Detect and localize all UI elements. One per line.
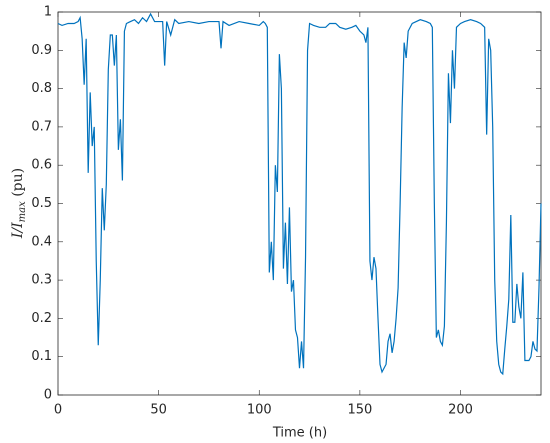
y-tick-label: 0.3 [31, 273, 52, 288]
x-tick-label: 200 [448, 403, 473, 418]
y-tick-label: 0.4 [31, 234, 52, 249]
y-label-unit: (pu) [10, 168, 26, 201]
y-tick-label: 1 [44, 5, 52, 20]
x-axis-label: Time (h) [272, 426, 327, 441]
y-tick-label: 0.9 [31, 43, 52, 58]
x-tick-label: 0 [54, 403, 62, 418]
y-tick-label: 0 [44, 388, 52, 403]
y-label-main: I/I [10, 222, 26, 239]
y-tick-label: 0.8 [31, 81, 52, 96]
x-tick-label: 150 [347, 403, 372, 418]
plot-box [57, 11, 542, 396]
line [57, 12, 542, 376]
y-label-sub: max [17, 201, 28, 222]
y-tick-label: 0.6 [31, 158, 52, 173]
y-tick-label: 0.2 [31, 311, 52, 326]
x-tick-label: 100 [247, 403, 272, 418]
x-tick-label: 50 [150, 403, 167, 418]
y-tick-label: 0.7 [31, 119, 52, 134]
y-tick-label: 0.1 [31, 349, 52, 364]
y-axis-label: I/Imax (pu) [10, 168, 28, 239]
y-tick-label: 0.5 [31, 196, 52, 211]
